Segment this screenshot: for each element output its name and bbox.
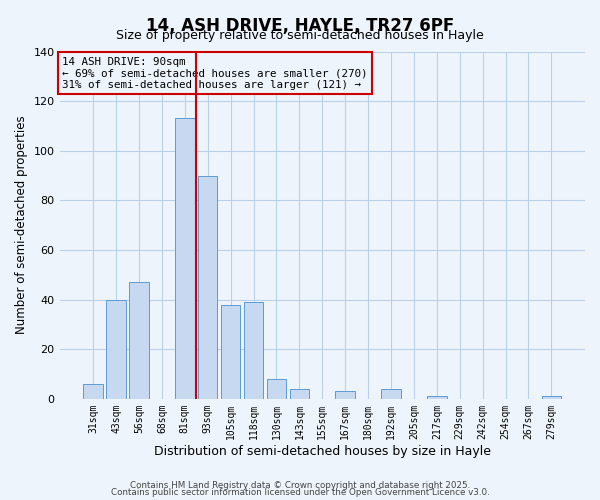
Bar [83, 384, 103, 399]
Bar [335, 392, 355, 399]
Bar [175, 118, 194, 399]
Bar [267, 379, 286, 399]
Text: Contains HM Land Registry data © Crown copyright and database right 2025.: Contains HM Land Registry data © Crown c… [130, 480, 470, 490]
Bar [542, 396, 561, 399]
Text: 14 ASH DRIVE: 90sqm
← 69% of semi-detached houses are smaller (270)
31% of semi-: 14 ASH DRIVE: 90sqm ← 69% of semi-detach… [62, 56, 368, 90]
Bar [221, 304, 241, 399]
Bar [106, 300, 126, 399]
Text: Contains public sector information licensed under the Open Government Licence v3: Contains public sector information licen… [110, 488, 490, 497]
Bar [198, 176, 217, 399]
Bar [244, 302, 263, 399]
Bar [427, 396, 446, 399]
Text: 14, ASH DRIVE, HAYLE, TR27 6PF: 14, ASH DRIVE, HAYLE, TR27 6PF [146, 18, 454, 36]
Text: Size of property relative to semi-detached houses in Hayle: Size of property relative to semi-detach… [116, 29, 484, 42]
Y-axis label: Number of semi-detached properties: Number of semi-detached properties [15, 116, 28, 334]
Bar [129, 282, 149, 399]
Bar [381, 389, 401, 399]
Bar [290, 389, 309, 399]
X-axis label: Distribution of semi-detached houses by size in Hayle: Distribution of semi-detached houses by … [154, 444, 491, 458]
